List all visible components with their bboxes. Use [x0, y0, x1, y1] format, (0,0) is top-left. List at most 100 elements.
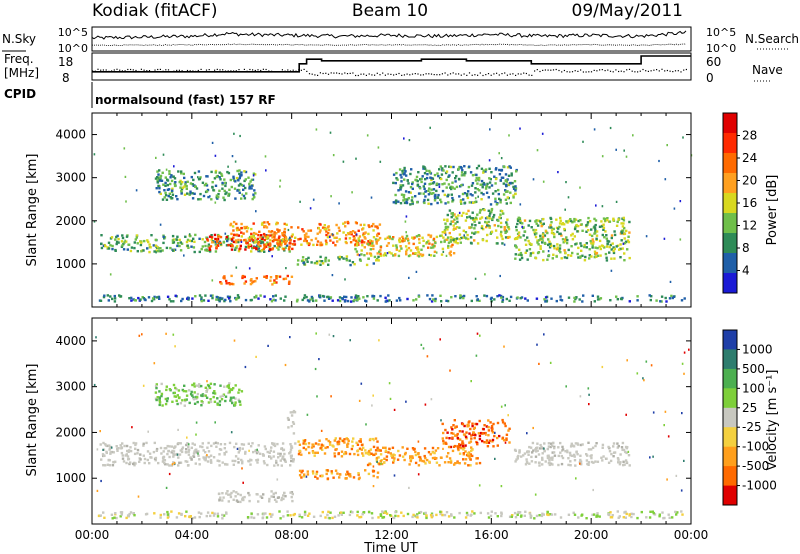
heat-cell [518, 449, 521, 452]
nave-point [222, 69, 224, 71]
heat-cell [658, 515, 661, 518]
heat-cell [269, 449, 272, 452]
heat-cell [258, 230, 261, 233]
heat-cell [205, 236, 208, 239]
heat-speck [93, 383, 96, 387]
heat-cell [157, 461, 160, 465]
heat-cell [154, 244, 158, 247]
heat-cell [469, 458, 472, 461]
heat-cell [576, 453, 579, 456]
heat-cell [211, 511, 214, 515]
heat-cell [292, 422, 296, 425]
nave-point [525, 72, 527, 75]
heat-cell [289, 514, 292, 517]
heat-cell [416, 246, 419, 249]
heat-cell [351, 261, 355, 264]
heat-cell [450, 193, 453, 196]
heat-cell [454, 222, 457, 225]
heat-cell [219, 178, 222, 181]
heat-cell [407, 197, 410, 200]
heat-cell [504, 183, 508, 186]
heat-cell [558, 249, 561, 252]
heat-cell [499, 216, 502, 220]
heat-cell [113, 516, 116, 519]
heat-cell [539, 447, 542, 450]
heat-cell [127, 450, 130, 453]
heat-cell [452, 445, 456, 448]
heat-cell [191, 394, 194, 397]
heat-cell [190, 446, 193, 449]
heat-cell [622, 448, 626, 452]
heat-cell [199, 198, 202, 201]
heat-speck [109, 273, 112, 276]
ytick-label: 3000 [55, 380, 86, 394]
heat-cell [325, 233, 328, 237]
nave-point [639, 70, 641, 72]
velocity-frame [91, 317, 692, 525]
heat-cell [217, 192, 220, 196]
heat-cell [176, 242, 180, 245]
heat-cell [454, 227, 457, 230]
nave-point [658, 70, 660, 72]
heat-cell [135, 236, 138, 239]
heat-cell [590, 448, 593, 451]
heat-cell [443, 231, 447, 235]
nave-point [268, 70, 270, 72]
heat-cell [462, 294, 466, 298]
heat-speck [279, 179, 282, 182]
heat-cell [272, 495, 275, 498]
heat-cell [148, 243, 151, 246]
heat-cell [363, 246, 366, 249]
heat-cell [320, 260, 323, 263]
heat-cell [163, 459, 167, 462]
heat-cell [237, 457, 240, 460]
heat-cell [367, 232, 370, 236]
heat-cell [173, 177, 177, 180]
heat-cell [610, 516, 614, 519]
nave-point [308, 73, 311, 75]
heat-cell [204, 182, 208, 186]
heat-speck [683, 459, 685, 462]
heat-cell [445, 436, 448, 440]
heat-cell [579, 443, 583, 447]
nave-point [238, 69, 240, 71]
heat-cell [573, 220, 576, 223]
heat-cell [432, 188, 436, 191]
heat-speck [189, 192, 192, 195]
xtick-label: 16:00 [474, 528, 509, 542]
heat-cell [535, 232, 538, 235]
nave-point [601, 69, 603, 71]
heat-cell [610, 257, 613, 260]
heat-cell [449, 165, 452, 169]
heat-cell [283, 230, 286, 234]
heat-cell [177, 389, 181, 392]
heat-cell [553, 247, 556, 250]
colorbar-segment [723, 368, 737, 389]
heat-cell [533, 517, 536, 520]
heat-cell [300, 476, 303, 479]
nave-point [490, 74, 492, 76]
heat-cell [461, 440, 464, 443]
heat-cell [591, 244, 594, 247]
heat-cell [297, 452, 301, 456]
heat-cell [148, 462, 151, 465]
heat-cell [367, 452, 370, 456]
heat-cell [470, 446, 473, 449]
heat-speck [547, 250, 550, 253]
heat-cell [487, 196, 490, 199]
heat-cell [630, 515, 633, 519]
heat-cell [445, 455, 449, 458]
heat-cell [221, 461, 224, 464]
heat-cell [466, 423, 469, 427]
heat-cell [600, 244, 604, 247]
heat-cell [265, 234, 268, 237]
heat-speck [615, 148, 617, 151]
heat-cell [228, 283, 232, 286]
heat-cell [494, 168, 498, 171]
heat-speck [485, 433, 487, 436]
heat-cell [595, 230, 599, 233]
heat-cell [509, 191, 512, 194]
heat-cell [372, 297, 376, 300]
heat-cell [187, 298, 190, 301]
heat-cell [516, 218, 520, 221]
